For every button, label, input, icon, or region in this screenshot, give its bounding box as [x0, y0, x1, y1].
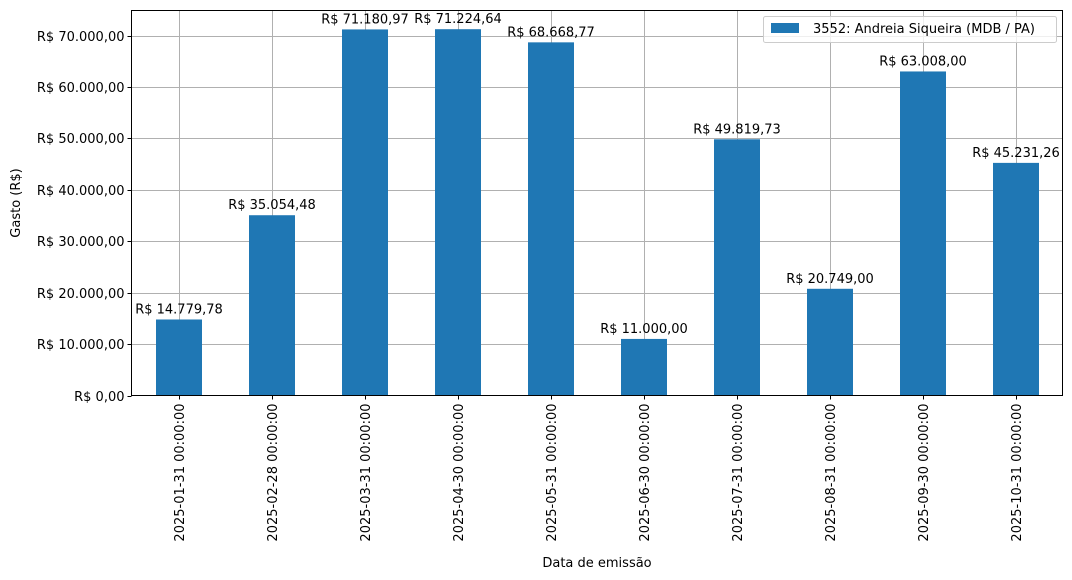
x-axis-ticks: 2025-01-31 00:00:00 2025-02-28 00:00:00 20… [173, 395, 1025, 542]
x-tick-label: 2025-03-31 00:00:00 [359, 404, 374, 542]
x-tick-label: 2025-06-30 00:00:00 [638, 404, 653, 542]
bar [621, 338, 667, 396]
legend-label: 3552: Andreia Siqueira (MDB / PA) [813, 22, 1035, 37]
y-tick-label: R$ 50.000,00 [37, 132, 125, 147]
y-tick-label: R$ 60.000,00 [37, 81, 125, 96]
legend-swatch [771, 23, 799, 33]
legend: 3552: Andreia Siqueira (MDB / PA) [763, 16, 1057, 43]
bar-value-labels: R$ 14.779,78 R$ 35.054,48 R$ 71.180,97 R$ 7… [135, 12, 1060, 337]
bar [993, 162, 1039, 396]
bar-value-label: R$ 71.180,97 [321, 12, 409, 27]
bars [156, 29, 1039, 396]
x-tick-label: 2025-08-31 00:00:00 [824, 404, 839, 542]
x-tick-label: 2025-02-28 00:00:00 [266, 404, 281, 542]
bar-value-label: R$ 20.749,00 [786, 272, 874, 287]
bar-value-label: R$ 49.819,73 [693, 122, 781, 137]
y-tick-label: R$ 0,00 [74, 390, 124, 405]
y-tick-label: R$ 10.000,00 [37, 338, 125, 353]
plot-frame [131, 10, 1063, 396]
y-tick-label: R$ 20.000,00 [37, 287, 125, 302]
bar-value-label: R$ 11.000,00 [600, 322, 688, 337]
x-axis-label: Data de emissão [542, 556, 651, 571]
x-tick-label: 2025-10-31 00:00:00 [1010, 404, 1025, 542]
bar [435, 29, 481, 396]
bar-value-label: R$ 14.779,78 [135, 302, 223, 317]
bar [714, 139, 760, 396]
y-axis-label: Gasto (R$) [9, 168, 24, 237]
bar-value-label: R$ 45.231,26 [972, 146, 1060, 161]
bar-value-label: R$ 71.224,64 [414, 12, 502, 27]
legend-box [763, 16, 1057, 43]
x-tick-label: 2025-09-30 00:00:00 [917, 404, 932, 542]
y-tick-label: R$ 70.000,00 [37, 30, 125, 45]
x-tick-label: 2025-04-30 00:00:00 [452, 404, 467, 542]
x-tick-label: 2025-01-31 00:00:00 [173, 404, 188, 542]
bar-value-label: R$ 68.668,77 [507, 25, 595, 40]
x-tick-label: 2025-05-31 00:00:00 [545, 404, 560, 542]
bar [528, 42, 574, 396]
y-axis-ticks: R$ 0,00 R$ 10.000,00 R$ 20.000,00 R$ 30.000… [37, 30, 132, 405]
bar [342, 29, 388, 396]
bar [156, 319, 202, 396]
bar [249, 215, 295, 396]
bar-value-label: R$ 63.008,00 [879, 54, 967, 69]
bar [807, 288, 853, 396]
y-tick-label: R$ 30.000,00 [37, 235, 125, 250]
y-tick-label: R$ 40.000,00 [37, 184, 125, 199]
bar [900, 71, 946, 396]
x-tick-label: 2025-07-31 00:00:00 [731, 404, 746, 542]
bar-value-label: R$ 35.054,48 [228, 198, 316, 213]
